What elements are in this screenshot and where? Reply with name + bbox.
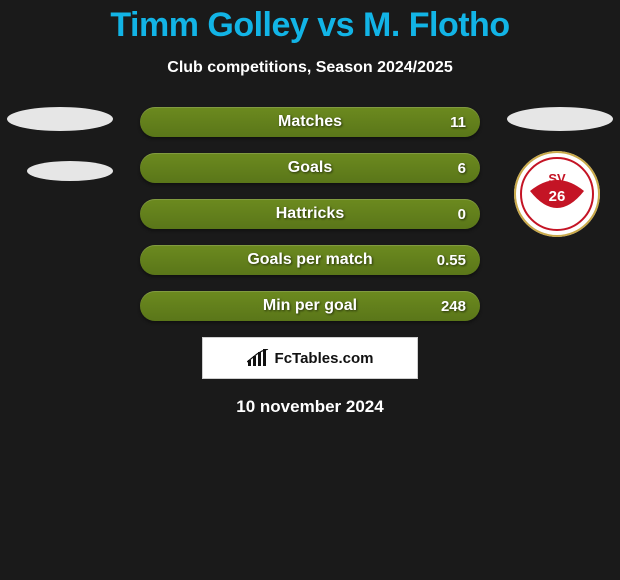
stat-area: SV 26 Matches 11 Goals 6 Hattricks 0 Goa… bbox=[0, 107, 620, 321]
bar-chart-icon bbox=[247, 349, 269, 367]
stat-value: 248 bbox=[441, 291, 466, 321]
brand-attribution[interactable]: FcTables.com bbox=[202, 337, 418, 379]
badge-initials: SV bbox=[548, 171, 566, 186]
stat-label: Matches bbox=[140, 107, 480, 137]
stat-label: Hattricks bbox=[140, 199, 480, 229]
club-badge: SV 26 bbox=[514, 151, 600, 237]
stat-label: Goals bbox=[140, 153, 480, 183]
stat-value: 11 bbox=[450, 107, 466, 137]
player-photo-placeholder-right bbox=[507, 107, 613, 131]
brand-text: FcTables.com bbox=[275, 350, 374, 367]
stat-row-min-per-goal: Min per goal 248 bbox=[140, 291, 480, 321]
stat-row-matches: Matches 11 bbox=[140, 107, 480, 137]
player-photo-placeholder-left-1 bbox=[7, 107, 113, 131]
badge-number: 26 bbox=[549, 188, 566, 205]
player-photo-placeholder-left-2 bbox=[27, 161, 113, 181]
stat-rows: Matches 11 Goals 6 Hattricks 0 Goals per… bbox=[140, 107, 480, 321]
stat-label: Min per goal bbox=[140, 291, 480, 321]
page-subtitle: Club competitions, Season 2024/2025 bbox=[0, 59, 620, 77]
stat-value: 6 bbox=[458, 153, 466, 183]
stat-value: 0 bbox=[458, 199, 466, 229]
stat-label: Goals per match bbox=[140, 245, 480, 275]
stat-row-hattricks: Hattricks 0 bbox=[140, 199, 480, 229]
stat-row-goals: Goals 6 bbox=[140, 153, 480, 183]
page-title: Timm Golley vs M. Flotho bbox=[0, 6, 620, 45]
date-line: 10 november 2024 bbox=[0, 397, 620, 417]
stat-row-goals-per-match: Goals per match 0.55 bbox=[140, 245, 480, 275]
comparison-card: Timm Golley vs M. Flotho Club competitio… bbox=[0, 0, 620, 580]
club-badge-icon: SV 26 bbox=[520, 157, 594, 231]
stat-value: 0.55 bbox=[437, 245, 466, 275]
